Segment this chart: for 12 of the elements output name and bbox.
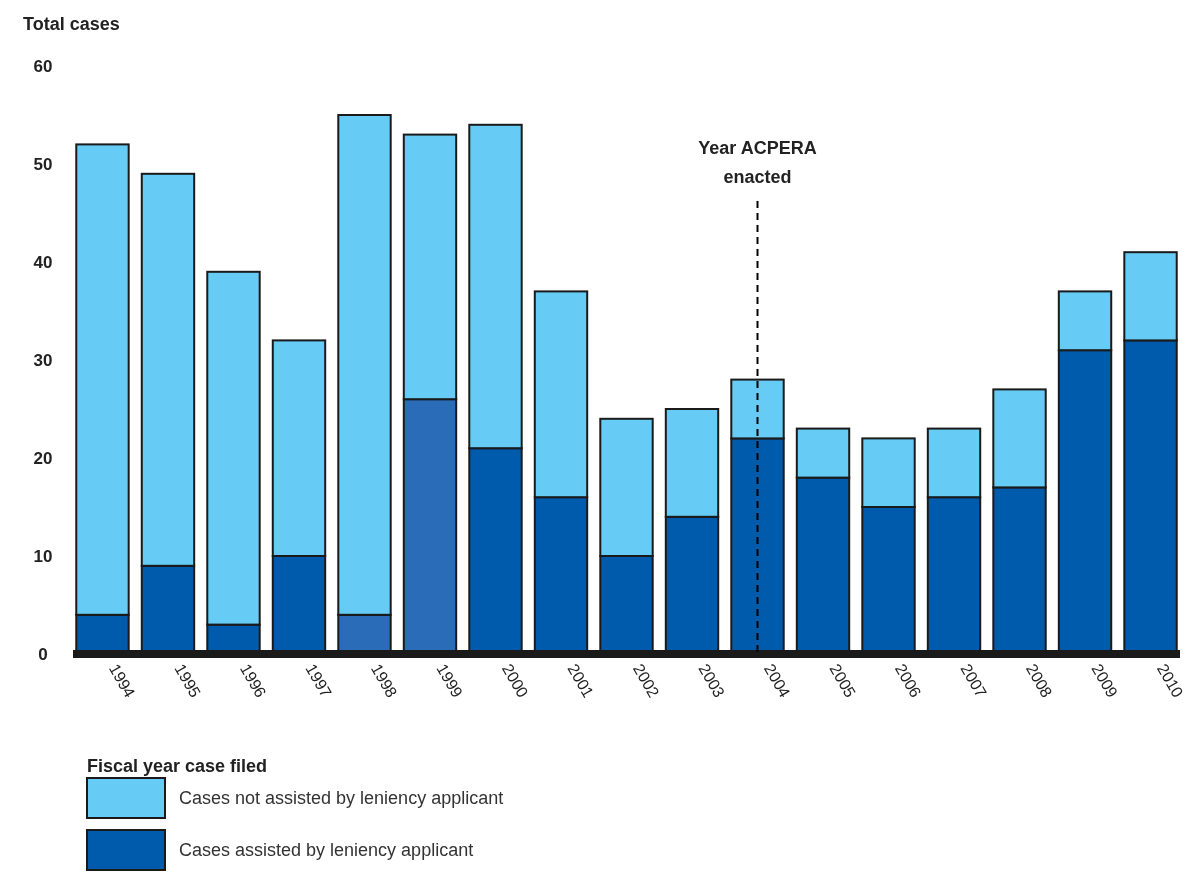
y-tick-label: 40 bbox=[33, 252, 53, 272]
y-tick-label: 10 bbox=[33, 546, 53, 566]
x-axis-title: Fiscal year case filed bbox=[87, 756, 268, 776]
legend-label: Cases assisted by leniency applicant bbox=[179, 840, 474, 861]
y-axis-title: Total cases bbox=[23, 14, 120, 34]
y-tick-label: 30 bbox=[33, 350, 53, 370]
y-tick-label: 20 bbox=[33, 448, 53, 468]
legend-label: Cases not assisted by leniency applicant bbox=[179, 788, 504, 809]
y-tick-label: 60 bbox=[33, 56, 53, 76]
y-tick-label: 50 bbox=[33, 154, 53, 174]
y-tick-label: 0 bbox=[38, 644, 48, 664]
ref-line-label: Year ACPERA enacted bbox=[698, 138, 817, 187]
